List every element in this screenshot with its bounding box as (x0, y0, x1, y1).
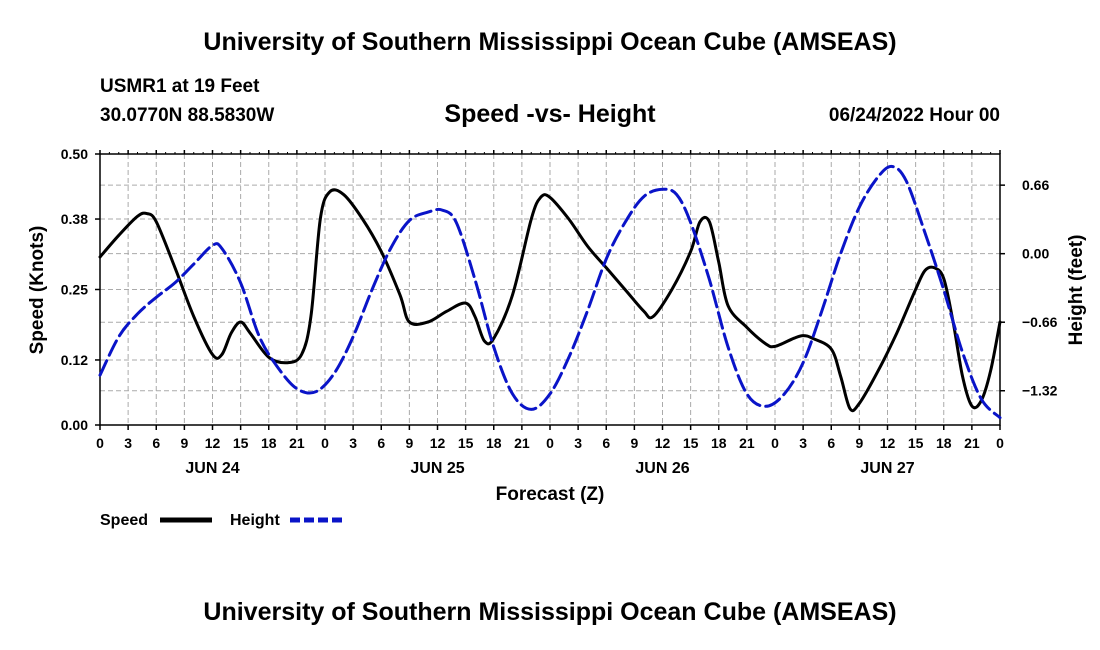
x-tick-label: 12 (655, 435, 671, 451)
x-tick-label: 0 (771, 435, 779, 451)
series-line-speed (98, 188, 1002, 413)
y-tick-label: 0.50 (61, 146, 88, 162)
x-tick-label: 6 (827, 435, 835, 451)
legend-label-height: Height (230, 512, 280, 529)
y2-tick-label: 0.00 (1022, 246, 1049, 262)
x-tick-label: 15 (908, 435, 924, 451)
x-tick-label: 9 (630, 435, 638, 451)
x-tick-label: 18 (261, 435, 277, 451)
x-tick-label: 9 (855, 435, 863, 451)
axes: 0 3 6 9 12 15 18 21 0 3 6 9 12 15 18 21 0 3 6 9 12 15 18 21 0 3 6 9… (61, 146, 1058, 477)
x-tick-label: 3 (799, 435, 807, 451)
x-date-label: JUN 26 (635, 460, 689, 477)
legend-label-speed: Speed (100, 512, 148, 529)
x-tick-label: 21 (289, 435, 305, 451)
y-axis-label: Speed (Knots) (27, 226, 48, 355)
x-tick-label: 18 (711, 435, 727, 451)
x-tick-label: 15 (683, 435, 699, 451)
x-tick-label: 12 (880, 435, 896, 451)
y-tick-label: 0.25 (61, 282, 88, 298)
x-date-label: JUN 27 (860, 460, 914, 477)
x-tick-label: 6 (602, 435, 610, 451)
x-tick-label: 15 (233, 435, 249, 451)
series-layer (98, 164, 1002, 420)
x-tick-label: 18 (936, 435, 952, 451)
chart-title: University of Southern Mississippi Ocean… (203, 28, 897, 56)
x-tick-label: 15 (458, 435, 474, 451)
x-tick-label: 6 (377, 435, 385, 451)
x-tick-label: 12 (205, 435, 221, 451)
x-tick-label: 3 (574, 435, 582, 451)
legend: Speed Height (100, 512, 342, 529)
x-tick-label: 21 (964, 435, 980, 451)
x-date-label: JUN 24 (185, 460, 239, 477)
x-tick-label: 9 (405, 435, 413, 451)
forecast-run-time: 06/24/2022 Hour 00 (828, 105, 1000, 126)
x-axis-label: Forecast (Z) (496, 484, 605, 505)
x-tick-label: 21 (514, 435, 530, 451)
footer-title: University of Southern Mississippi Ocean… (203, 598, 897, 626)
x-tick-label: 18 (486, 435, 502, 451)
series-line-height (98, 164, 1002, 420)
x-tick-label: 9 (180, 435, 188, 451)
x-tick-label: 21 (739, 435, 755, 451)
y2-axis-label: Height (feet) (1066, 235, 1087, 346)
y2-tick-label: −0.66 (1022, 314, 1058, 330)
x-date-label: JUN 25 (410, 460, 464, 477)
y-tick-label: 0.38 (61, 211, 88, 227)
x-tick-label: 0 (546, 435, 554, 451)
y2-tick-label: 0.66 (1022, 177, 1049, 193)
grid (100, 154, 1000, 425)
x-tick-label: 0 (321, 435, 329, 451)
x-tick-label: 3 (349, 435, 357, 451)
x-tick-label: 3 (124, 435, 132, 451)
chart-subtitle: Speed -vs- Height (444, 100, 656, 128)
station-coordinates: 30.0770N 88.5830W (100, 105, 275, 126)
x-tick-label: 6 (152, 435, 160, 451)
y-tick-label: 0.12 (61, 352, 88, 368)
station-label: USMR1 at 19 Feet (100, 76, 260, 97)
plot-frame (99, 153, 1001, 426)
x-tick-label: 0 (996, 435, 1004, 451)
x-tick-label: 0 (96, 435, 104, 451)
y-tick-label: 0.00 (61, 417, 88, 433)
x-tick-label: 12 (430, 435, 446, 451)
y2-tick-label: −1.32 (1022, 383, 1058, 399)
